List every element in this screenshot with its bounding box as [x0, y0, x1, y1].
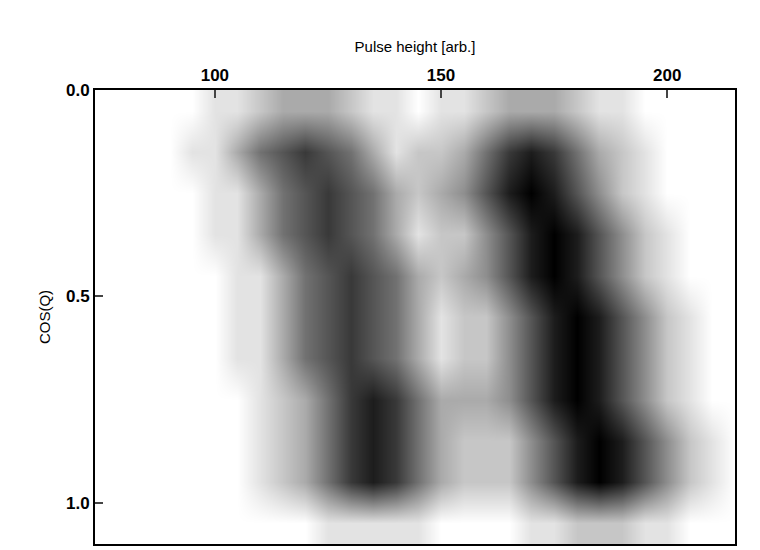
- svg-text:150: 150: [427, 66, 455, 85]
- svg-text:200: 200: [653, 66, 681, 85]
- svg-text:Pulse height [arb.]: Pulse height [arb.]: [355, 38, 476, 55]
- svg-text:0.0: 0.0: [66, 81, 90, 100]
- svg-text:1.0: 1.0: [66, 494, 90, 513]
- svg-text:100: 100: [201, 66, 229, 85]
- svg-text:0.5: 0.5: [66, 287, 90, 306]
- svg-text:COS(Q): COS(Q): [36, 290, 53, 344]
